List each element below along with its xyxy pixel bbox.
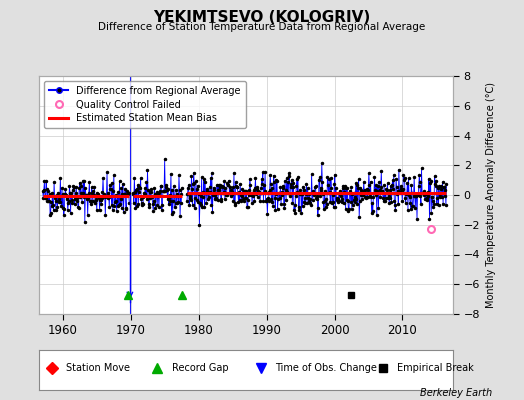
Text: Berkeley Earth: Berkeley Earth xyxy=(420,388,493,398)
Text: Station Move: Station Move xyxy=(66,363,130,373)
Text: Difference of Station Temperature Data from Regional Average: Difference of Station Temperature Data f… xyxy=(99,22,425,32)
Y-axis label: Monthly Temperature Anomaly Difference (°C): Monthly Temperature Anomaly Difference (… xyxy=(486,82,496,308)
Legend: Difference from Regional Average, Quality Control Failed, Estimated Station Mean: Difference from Regional Average, Qualit… xyxy=(44,81,246,128)
Text: Time of Obs. Change: Time of Obs. Change xyxy=(275,363,377,373)
Text: Record Gap: Record Gap xyxy=(172,363,228,373)
Text: YEKIMTSEVO (KOLOGRIV): YEKIMTSEVO (KOLOGRIV) xyxy=(154,10,370,25)
Text: Empirical Break: Empirical Break xyxy=(397,363,474,373)
